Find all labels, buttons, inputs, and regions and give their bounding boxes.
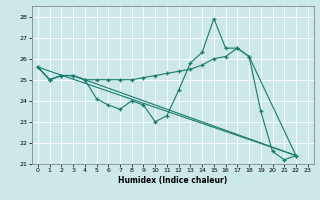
X-axis label: Humidex (Indice chaleur): Humidex (Indice chaleur) (118, 176, 228, 185)
